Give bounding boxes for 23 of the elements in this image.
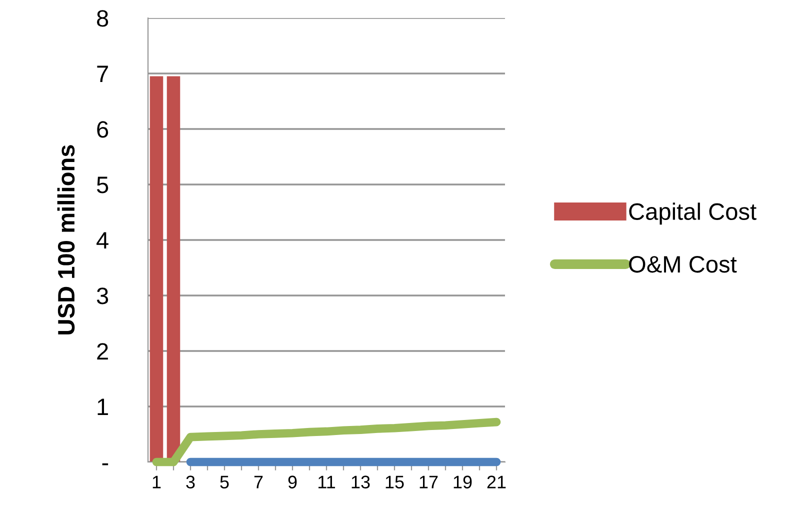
- x-tick-label: 13: [352, 476, 370, 488]
- y-tick-label: 1: [98, 398, 108, 416]
- y-tick-label: 4: [96, 232, 108, 249]
- x-tick-label: 15: [386, 476, 404, 488]
- y-tick-label: 3: [96, 288, 108, 304]
- x-tick-label: 21: [487, 476, 506, 488]
- x-tick-label: 17: [420, 476, 438, 488]
- legend-label: Capital Cost: [629, 202, 756, 225]
- x-tick-label: 1: [152, 476, 161, 488]
- x-tick-label: 7: [254, 476, 263, 488]
- x-tick-label: 5: [220, 476, 229, 488]
- y-tick-label: -: [102, 463, 108, 466]
- legend-label: O&M Cost: [629, 256, 737, 273]
- y-axis-title: USD 100 millions: [57, 145, 75, 334]
- x-tick-label: 9: [288, 476, 297, 488]
- y-tick-label: 2: [97, 343, 108, 360]
- y-tick-label: 6: [97, 121, 108, 138]
- x-tick-label: 11: [318, 476, 335, 488]
- y-tick-label: 8: [97, 10, 108, 27]
- x-tick-label: 3: [186, 476, 195, 488]
- x-tick-label: 19: [454, 476, 472, 488]
- y-tick-label: 5: [96, 176, 108, 194]
- y-tick-label: 7: [97, 66, 108, 82]
